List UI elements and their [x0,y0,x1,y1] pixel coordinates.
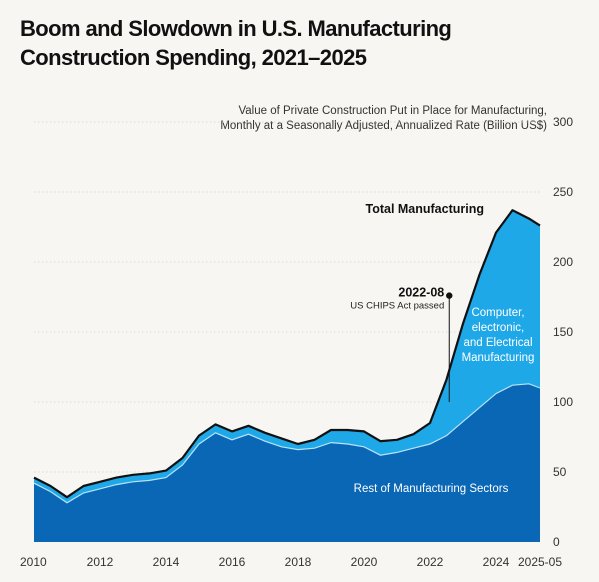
y-tick-label: 0 [553,535,560,549]
y-tick-label: 50 [553,465,567,479]
x-tick-label: 2010 [20,555,47,569]
chart-subtitle-line-1: Value of Private Construction Put in Pla… [238,105,547,117]
boundary-line [33,383,541,504]
y-tick-label: 150 [553,325,573,339]
y-tick-label: 250 [553,185,573,199]
stacked-areas [34,210,540,542]
chart-overlay [33,209,541,504]
y-tick-label: 100 [553,395,573,409]
y-tick-label: 200 [553,255,573,269]
x-tick-label: 2024 [483,555,510,569]
x-tick-label: 2012 [87,555,114,569]
chips-act-marker [446,292,453,299]
area-rest-of-manufacturing [34,383,540,542]
chart-title: Boom and Slowdown in U.S. Manufacturing … [20,14,452,72]
total-manufacturing-line [33,209,541,499]
chart-subtitle: Value of Private Construction Put in Pla… [220,104,547,134]
x-axis-ticks: 2010 2012 2014 2016 2018 2020 2022 2024 2025-05 [20,555,562,569]
x-tick-label: 2018 [285,555,312,569]
x-tick-label: 2025-05 [518,555,562,569]
area-computer-electronic-electrical [34,210,540,503]
y-axis-ticks: 0 50 100 150 200 250 300 [553,115,573,549]
x-tick-label: 2022 [417,555,444,569]
x-tick-label: 2016 [219,555,246,569]
chart-subtitle-line-2: Monthly at a Seasonally Adjusted, Annual… [220,120,547,132]
chart-title-line-1: Boom and Slowdown in U.S. Manufacturing [20,16,452,41]
chart-title-line-2: Construction Spending, 2021–2025 [20,45,367,70]
chips-act-text: US CHIPS Act passed [350,301,444,312]
series-label-rest: Rest of Manufacturing Sectors [354,483,509,495]
y-tick-label: 300 [553,115,573,129]
x-tick-label: 2020 [351,555,378,569]
total-manufacturing-label: Total Manufacturing [365,202,484,216]
chips-act-date: 2022-08 [398,286,444,300]
series-label-computer: Computer, electronic, and Electrical Manufa… [462,307,535,364]
x-tick-label: 2014 [153,555,180,569]
